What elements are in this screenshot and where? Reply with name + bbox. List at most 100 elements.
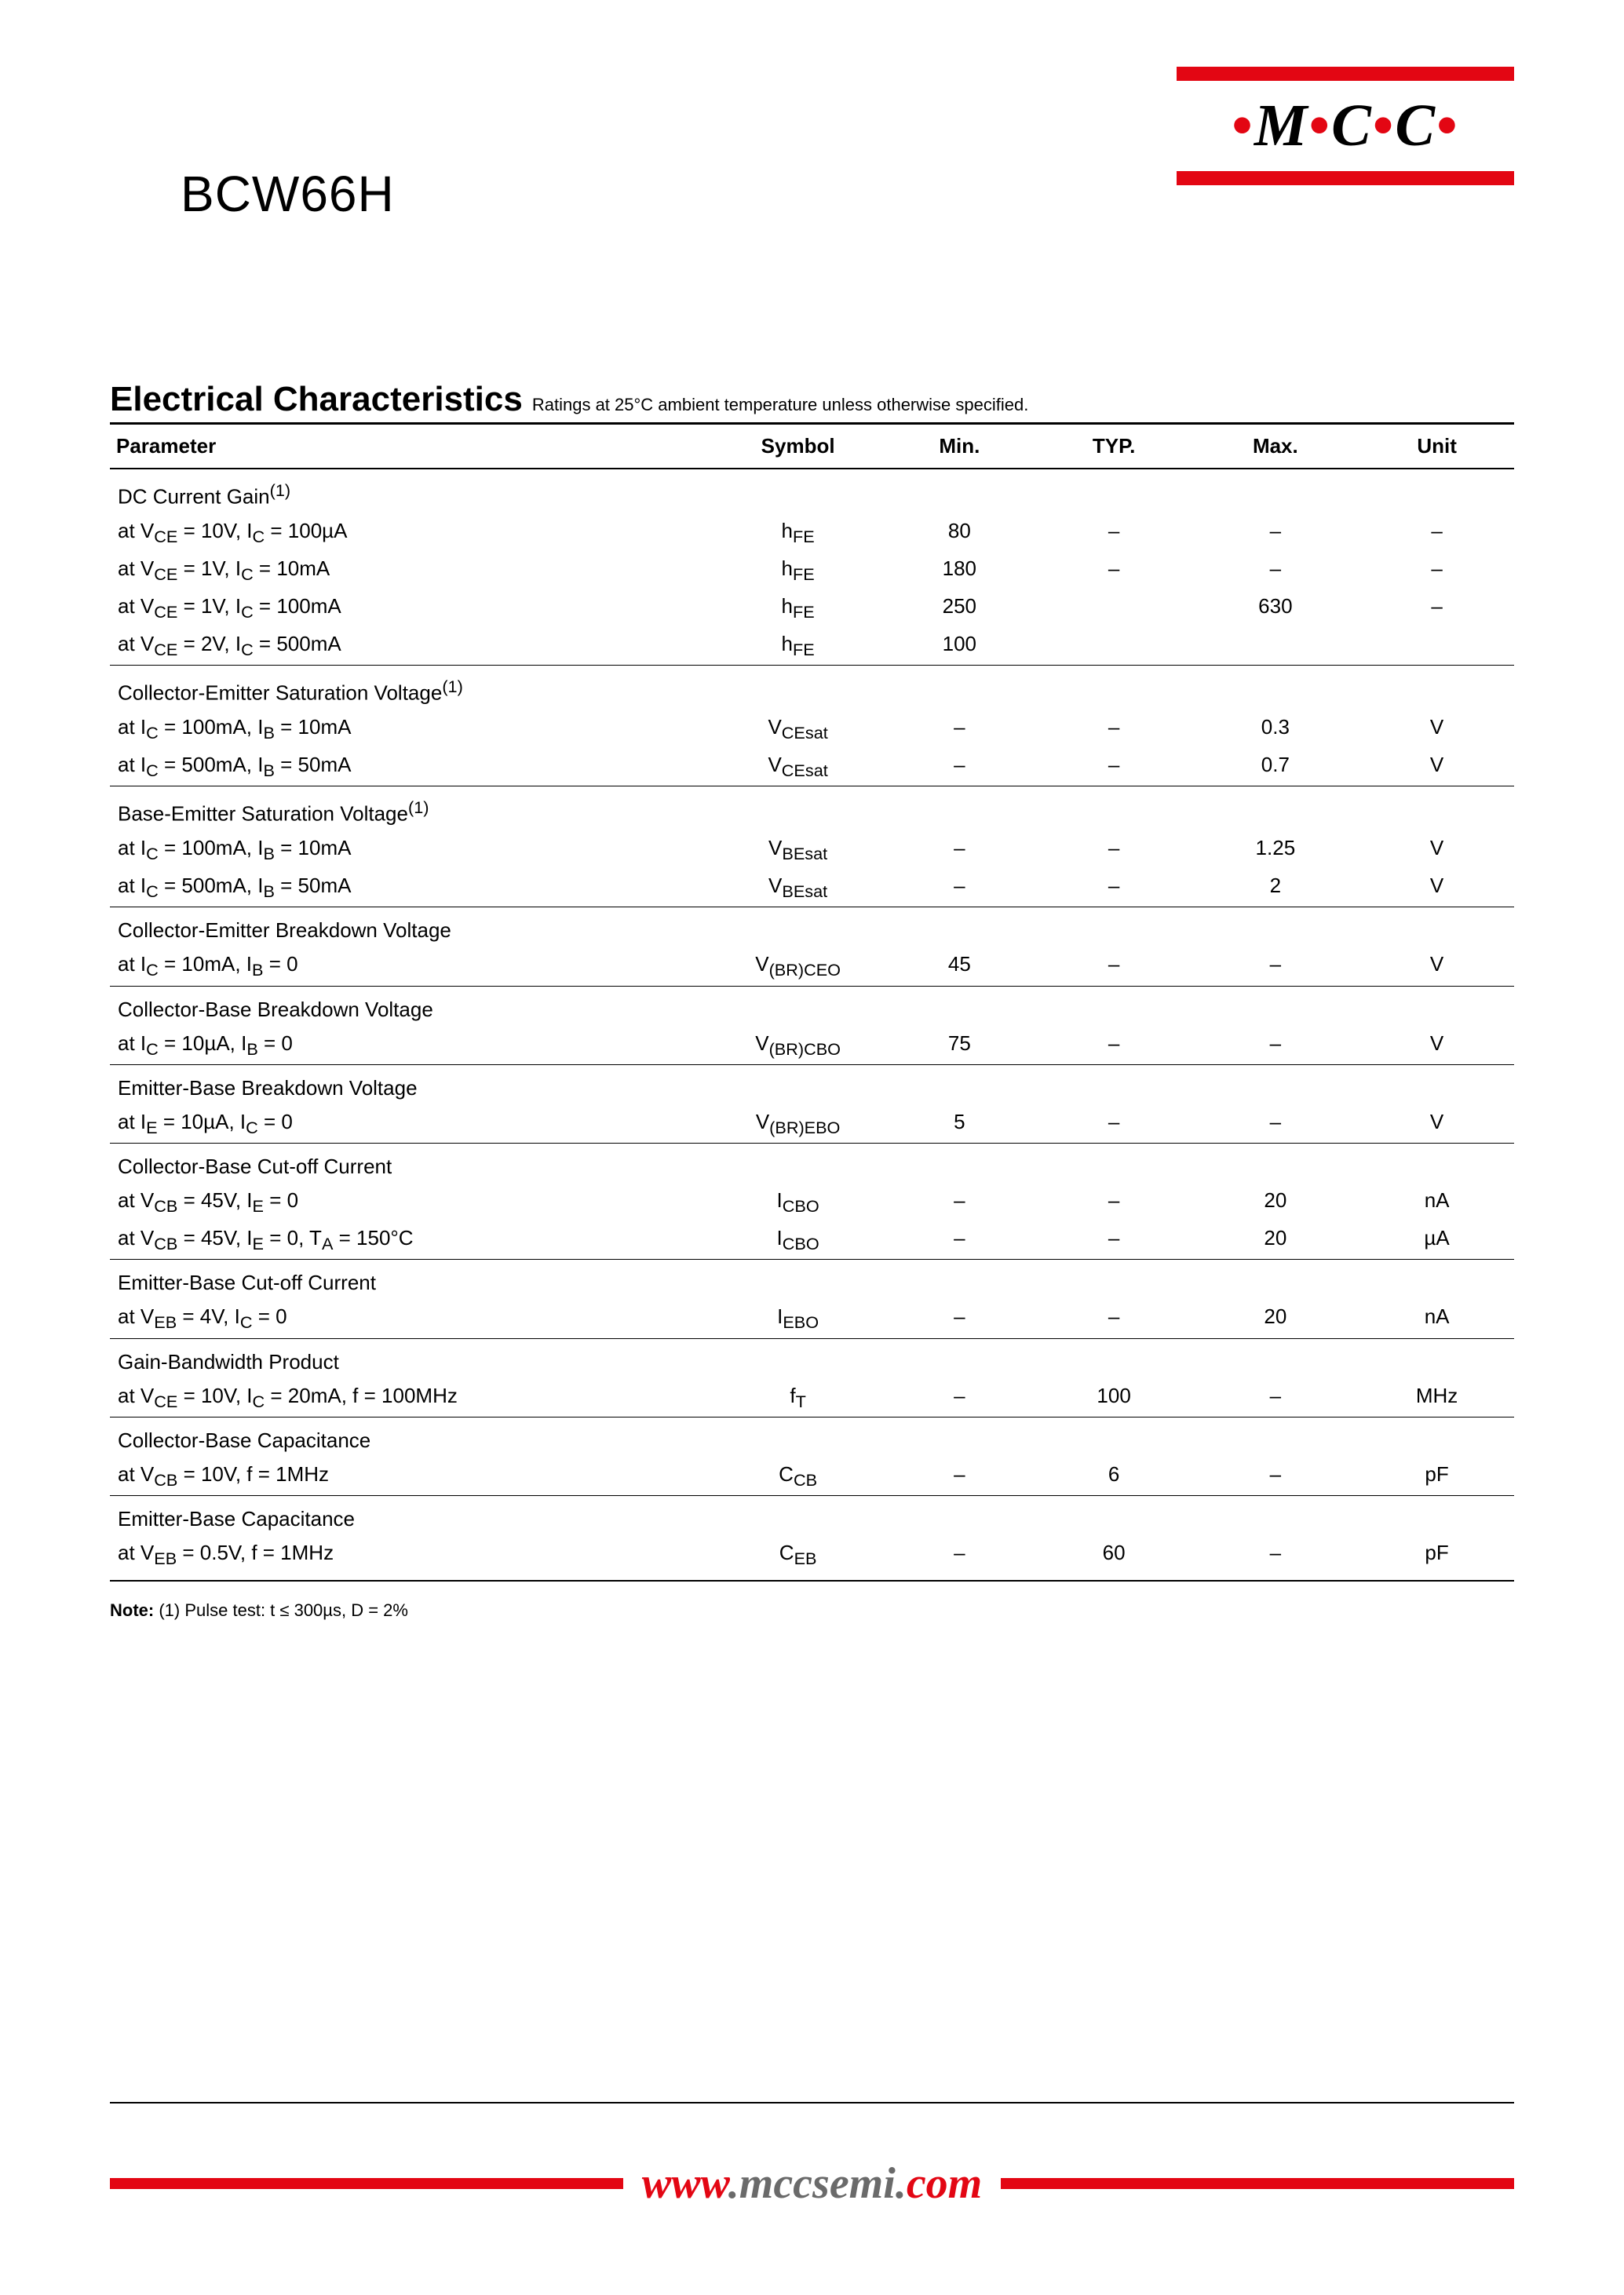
cell-symbol: ICBO	[713, 1221, 882, 1260]
cell-symbol	[713, 907, 882, 948]
cell-max	[1192, 1417, 1360, 1458]
cell-symbol: hFE	[713, 552, 882, 589]
cell-symbol: hFE	[713, 589, 882, 627]
cell-typ: –	[1037, 947, 1192, 986]
cell-unit: –	[1359, 514, 1514, 552]
table-row: at VCE = 1V, IC = 100mAhFE250630–	[110, 589, 1514, 627]
cell-min: 45	[882, 947, 1037, 986]
table-row: at VEB = 0.5V, f = 1MHzCEB–60–pF	[110, 1536, 1514, 1581]
cell-min: –	[882, 1458, 1037, 1496]
cell-param: Emitter-Base Cut-off Current	[110, 1260, 713, 1301]
table-row: Collector-Base Capacitance	[110, 1417, 1514, 1458]
cell-param: at IC = 10µA, IB = 0	[110, 1027, 713, 1065]
cell-max: 20	[1192, 1184, 1360, 1221]
cell-max	[1192, 786, 1360, 831]
cell-typ	[1037, 1260, 1192, 1301]
cell-symbol: VBEsat	[713, 831, 882, 869]
cell-symbol: ICBO	[713, 1184, 882, 1221]
cell-typ: –	[1037, 1221, 1192, 1260]
cell-unit	[1359, 1338, 1514, 1379]
cell-min	[882, 1338, 1037, 1379]
table-row: at IC = 10mA, IB = 0V(BR)CEO45––V	[110, 947, 1514, 986]
col-header: Min.	[882, 425, 1037, 469]
cell-unit: –	[1359, 589, 1514, 627]
cell-unit: V	[1359, 947, 1514, 986]
section-subtitle: Ratings at 25°C ambient temperature unle…	[532, 395, 1028, 415]
cell-param: DC Current Gain(1)	[110, 469, 713, 514]
cell-max: –	[1192, 1379, 1360, 1418]
cell-unit: V	[1359, 1105, 1514, 1144]
logo-bar-top	[1177, 67, 1514, 81]
cell-symbol	[713, 469, 882, 514]
cell-min: –	[882, 1184, 1037, 1221]
cell-typ	[1037, 1338, 1192, 1379]
cell-typ	[1037, 907, 1192, 948]
cell-min: 80	[882, 514, 1037, 552]
cell-max: 2	[1192, 869, 1360, 907]
cell-symbol: hFE	[713, 514, 882, 552]
table-row: Collector-Emitter Saturation Voltage(1)	[110, 666, 1514, 710]
cell-max: 0.7	[1192, 748, 1360, 786]
table-row: at VCE = 10V, IC = 100µAhFE80–––	[110, 514, 1514, 552]
cell-typ: –	[1037, 1300, 1192, 1338]
table-row: at VCE = 1V, IC = 10mAhFE180–––	[110, 552, 1514, 589]
cell-unit: V	[1359, 831, 1514, 869]
table-row: at IC = 100mA, IB = 10mAVBEsat––1.25V	[110, 831, 1514, 869]
cell-typ: –	[1037, 831, 1192, 869]
cell-min: –	[882, 831, 1037, 869]
cell-symbol	[713, 786, 882, 831]
cell-param: Collector-Base Breakdown Voltage	[110, 986, 713, 1027]
cell-typ: 60	[1037, 1536, 1192, 1581]
table-note: Note: (1) Pulse test: t ≤ 300µs, D = 2%	[110, 1600, 1514, 1621]
cell-param: at VCE = 10V, IC = 100µA	[110, 514, 713, 552]
cell-param: at VEB = 4V, IC = 0	[110, 1300, 713, 1338]
cell-param: Collector-Emitter Breakdown Voltage	[110, 907, 713, 948]
cell-min: –	[882, 1536, 1037, 1581]
cell-symbol	[713, 1064, 882, 1105]
cell-min	[882, 1260, 1037, 1301]
cell-param: at IC = 10mA, IB = 0	[110, 947, 713, 986]
cell-min	[882, 469, 1037, 514]
cell-param: Emitter-Base Breakdown Voltage	[110, 1064, 713, 1105]
cell-param: Emitter-Base Capacitance	[110, 1495, 713, 1536]
cell-min	[882, 1064, 1037, 1105]
cell-typ	[1037, 666, 1192, 710]
cell-typ: –	[1037, 1105, 1192, 1144]
cell-max: –	[1192, 514, 1360, 552]
company-logo: •M•C•C•	[1177, 67, 1514, 185]
table-row: Emitter-Base Capacitance	[110, 1495, 1514, 1536]
cell-typ: –	[1037, 552, 1192, 589]
table-row: at IC = 500mA, IB = 50mAVCEsat––0.7V	[110, 748, 1514, 786]
footer-divider	[110, 2102, 1514, 2103]
cell-min: 180	[882, 552, 1037, 589]
cell-symbol: VCEsat	[713, 748, 882, 786]
cell-max	[1192, 1064, 1360, 1105]
cell-unit: pF	[1359, 1536, 1514, 1581]
cell-param: at IE = 10µA, IC = 0	[110, 1105, 713, 1144]
cell-unit: pF	[1359, 1458, 1514, 1496]
section-title: Electrical Characteristics	[110, 380, 523, 419]
cell-symbol	[713, 1144, 882, 1184]
cell-typ: 100	[1037, 1379, 1192, 1418]
cell-max: 0.3	[1192, 710, 1360, 748]
cell-param: at IC = 500mA, IB = 50mA	[110, 869, 713, 907]
table-row: Emitter-Base Breakdown Voltage	[110, 1064, 1514, 1105]
cell-typ: –	[1037, 1184, 1192, 1221]
cell-unit: V	[1359, 869, 1514, 907]
cell-unit	[1359, 469, 1514, 514]
cell-symbol	[713, 1417, 882, 1458]
table-row: at VCB = 45V, IE = 0ICBO––20nA	[110, 1184, 1514, 1221]
table-row: at VCB = 10V, f = 1MHzCCB–6–pF	[110, 1458, 1514, 1496]
cell-typ	[1037, 627, 1192, 666]
cell-min: –	[882, 1379, 1037, 1418]
cell-typ	[1037, 1064, 1192, 1105]
cell-unit	[1359, 986, 1514, 1027]
cell-symbol: V(BR)EBO	[713, 1105, 882, 1144]
cell-param: at VCB = 45V, IE = 0, TA = 150°C	[110, 1221, 713, 1260]
cell-symbol: VBEsat	[713, 869, 882, 907]
col-header: Parameter	[110, 425, 713, 469]
cell-typ: –	[1037, 1027, 1192, 1065]
cell-symbol: V(BR)CBO	[713, 1027, 882, 1065]
cell-min: –	[882, 1221, 1037, 1260]
cell-min: –	[882, 869, 1037, 907]
